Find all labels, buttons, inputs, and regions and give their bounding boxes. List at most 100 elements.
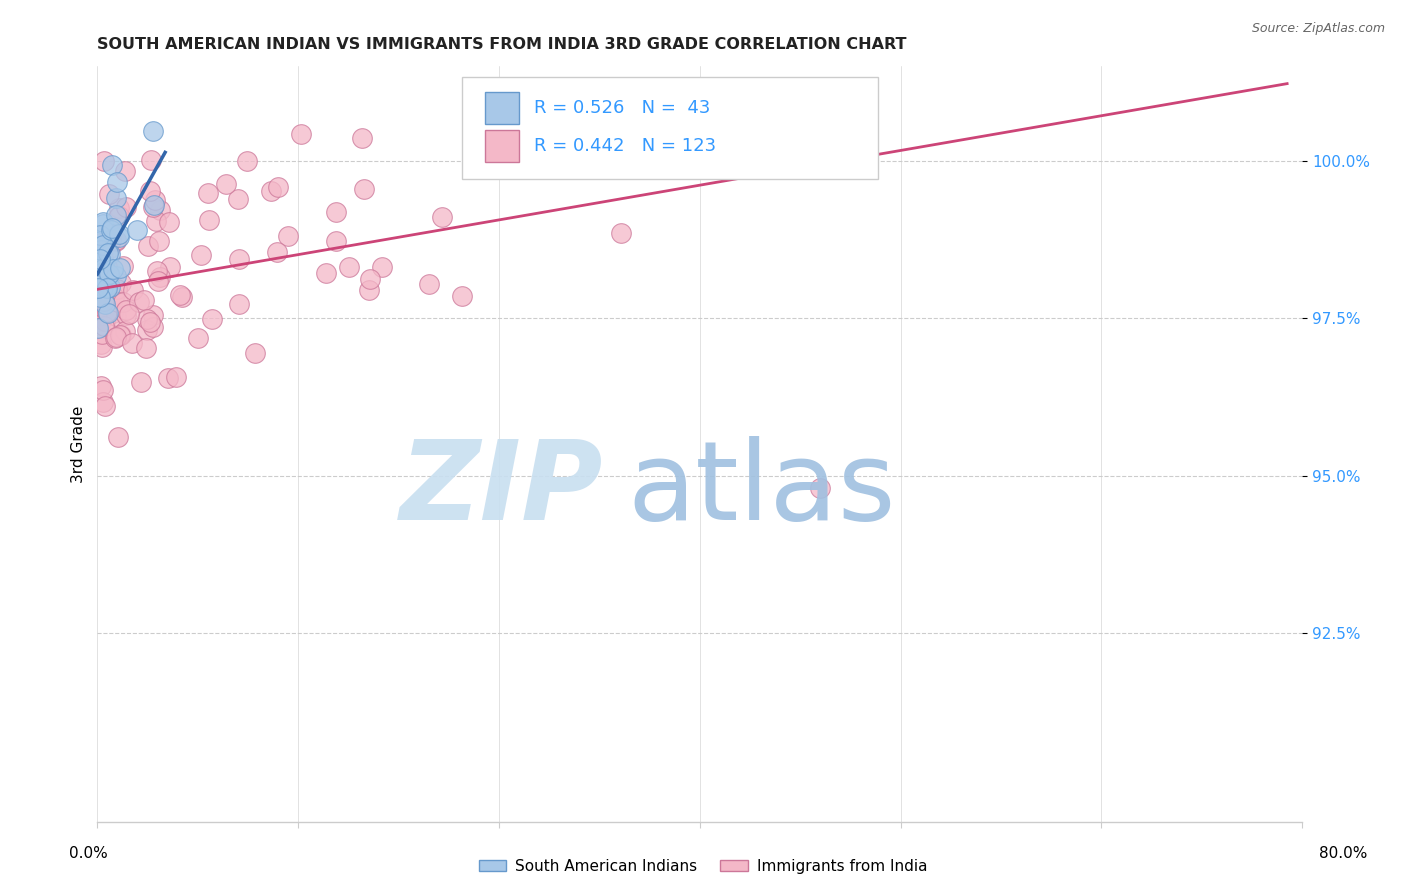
Point (96, 281, 118, 295)
Point (808, 481, 831, 495)
Point (121, 336, 143, 351)
Point (93, 308, 115, 322)
Point (197, 212, 219, 227)
Text: R = 0.442   N = 123: R = 0.442 N = 123 (533, 137, 716, 155)
Text: 0.0%: 0.0% (69, 846, 108, 861)
Point (90, 340, 112, 354)
Point (108, 328, 131, 343)
Point (105, 310, 128, 324)
Point (107, 210, 129, 224)
Point (105, 208, 128, 222)
Point (129, 375, 152, 389)
Point (87, 280, 110, 294)
Point (107, 282, 129, 296)
Point (488, 103, 510, 117)
Point (91, 241, 114, 255)
Point (104, 235, 127, 249)
Point (90, 240, 112, 254)
Point (101, 158, 124, 172)
Point (91, 298, 114, 312)
Point (108, 260, 131, 275)
Point (108, 230, 131, 244)
Point (93, 294, 115, 309)
Point (91, 244, 114, 259)
Point (94, 306, 117, 320)
Point (165, 370, 187, 384)
Point (100, 233, 122, 247)
Point (142, 308, 165, 322)
Text: Source: ZipAtlas.com: Source: ZipAtlas.com (1251, 22, 1385, 36)
Point (105, 330, 128, 344)
Point (451, 289, 474, 303)
Point (357, 283, 380, 297)
Point (201, 312, 224, 326)
Point (145, 264, 167, 278)
Point (107, 201, 129, 215)
Point (591, 109, 613, 123)
Point (89, 301, 111, 315)
Y-axis label: 3rd Grade: 3rd Grade (72, 406, 86, 483)
Point (94, 314, 117, 328)
Point (89, 292, 111, 306)
Point (108, 227, 131, 241)
Point (87, 281, 110, 295)
Point (90, 336, 112, 351)
Point (93, 257, 115, 271)
Point (91, 251, 114, 265)
Point (228, 297, 250, 311)
Point (104, 269, 127, 284)
Point (100, 223, 122, 237)
Point (105, 175, 128, 189)
Text: SOUTH AMERICAN INDIAN VS IMMIGRANTS FROM INDIA 3RD GRADE CORRELATION CHART: SOUTH AMERICAN INDIAN VS IMMIGRANTS FROM… (97, 37, 907, 53)
Point (260, 184, 283, 198)
Point (115, 308, 138, 322)
Point (93, 153, 115, 168)
Point (118, 307, 141, 321)
Point (111, 294, 134, 309)
FancyBboxPatch shape (463, 78, 879, 179)
Point (97, 245, 120, 260)
Point (96, 278, 118, 293)
Point (91, 326, 114, 341)
Point (91, 395, 114, 409)
Point (90, 314, 112, 328)
Point (103, 306, 125, 320)
Point (93, 273, 115, 287)
Point (371, 260, 394, 274)
Point (89, 379, 111, 393)
Point (226, 192, 249, 206)
Text: atlas: atlas (627, 436, 896, 543)
Point (157, 371, 180, 385)
Point (609, 227, 631, 241)
Point (94, 399, 117, 413)
Point (136, 323, 159, 337)
Point (97, 306, 120, 320)
Point (98, 186, 121, 201)
Point (353, 181, 375, 195)
Point (267, 180, 290, 194)
Point (145, 213, 167, 227)
Point (91, 293, 114, 308)
Point (87, 295, 110, 310)
Point (91, 271, 114, 285)
Point (142, 124, 165, 138)
Point (315, 266, 337, 280)
Point (89, 252, 111, 266)
Point (266, 245, 288, 260)
Point (228, 252, 250, 266)
Point (136, 238, 159, 252)
Point (89, 248, 111, 262)
Point (159, 260, 181, 274)
Text: R = 0.526   N =  43: R = 0.526 N = 43 (533, 99, 710, 118)
Point (508, 146, 530, 161)
Point (114, 163, 136, 178)
Point (134, 293, 156, 307)
Point (100, 227, 122, 241)
Point (90, 235, 112, 250)
Point (139, 315, 162, 329)
Point (89, 280, 111, 294)
Point (101, 262, 124, 277)
Point (115, 200, 138, 214)
Point (243, 346, 266, 360)
Point (91, 264, 114, 278)
